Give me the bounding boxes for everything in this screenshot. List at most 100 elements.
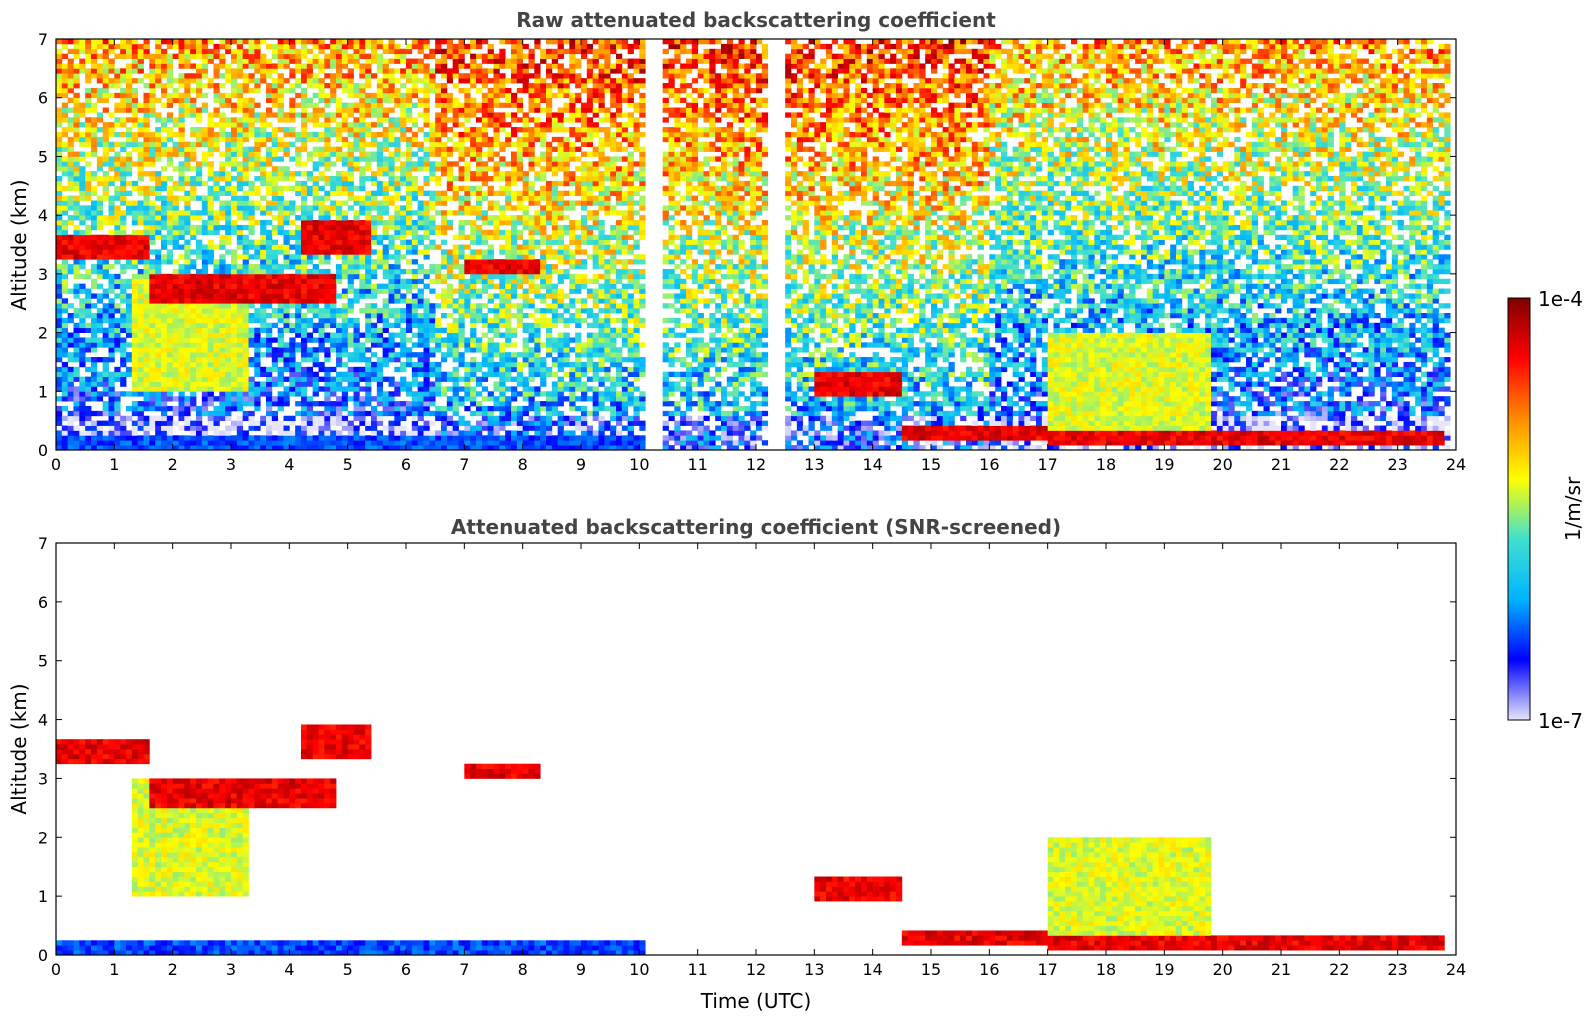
heatmap-cell [318, 43, 325, 50]
heatmap-cell [91, 127, 98, 133]
heatmap-cell [435, 347, 442, 353]
heatmap-cell [388, 391, 395, 397]
heatmap-cell [178, 73, 185, 79]
heatmap-cell [423, 425, 430, 431]
heatmap-cell [79, 190, 86, 196]
heatmap-cell [91, 268, 98, 275]
heatmap-cell [91, 239, 98, 245]
heatmap-cell [126, 293, 133, 299]
heatmap-cell [371, 313, 378, 319]
heatmap-cell [248, 215, 255, 221]
heatmap-cell [470, 342, 477, 348]
heatmap-cell [365, 317, 372, 324]
heatmap-cell [271, 366, 279, 373]
heatmap-cell [312, 357, 319, 363]
heatmap-cell [260, 205, 267, 211]
heatmap-cell [493, 220, 500, 226]
heatmap-cell [452, 264, 459, 270]
heatmap-cell [242, 200, 249, 206]
heatmap-cell [266, 131, 273, 138]
heatmap-cell [213, 298, 220, 304]
heatmap-cell [108, 200, 115, 206]
heatmap-cell [324, 122, 331, 128]
heatmap-cell [207, 366, 214, 373]
heatmap-cell [219, 298, 226, 304]
heatmap-cell [406, 200, 413, 206]
heatmap-cell [452, 376, 459, 382]
heatmap-cell [114, 293, 121, 299]
heatmap-cell [242, 268, 249, 275]
heatmap-cell [359, 131, 366, 138]
heatmap-cell [382, 195, 389, 201]
heatmap-cell [277, 396, 284, 402]
heatmap-cell [429, 220, 436, 226]
heatmap-cell [481, 122, 489, 128]
heatmap-cell [382, 205, 389, 211]
heatmap-cell [371, 322, 378, 329]
heatmap-cell [161, 322, 168, 329]
heatmap-cell [161, 445, 168, 450]
heatmap-cell [388, 200, 395, 206]
heatmap-cell [102, 430, 109, 436]
heatmap-cell [172, 234, 179, 240]
heatmap-cell [429, 53, 436, 59]
heatmap-cell [341, 313, 349, 319]
heatmap-cell [85, 190, 92, 196]
heatmap-cell [359, 249, 366, 255]
heatmap-cell [452, 176, 459, 182]
heatmap-cell [201, 39, 209, 45]
heatmap-cell [166, 200, 174, 206]
heatmap-cell [446, 332, 454, 338]
heatmap-cell [73, 215, 80, 221]
heatmap-cell [306, 97, 314, 103]
heatmap-cell [166, 337, 174, 343]
heatmap-cell [149, 337, 156, 343]
heatmap-cell [143, 131, 150, 138]
heatmap-cell [330, 205, 337, 211]
heatmap-cell [388, 83, 395, 89]
heatmap-cell [236, 298, 244, 304]
heatmap-cell [312, 425, 319, 431]
heatmap-cell [178, 342, 185, 348]
heatmap-cell [190, 39, 197, 45]
heatmap-cell [61, 210, 69, 216]
heatmap-cell [266, 264, 273, 270]
heatmap-cell [91, 293, 98, 299]
heatmap-cell [324, 376, 331, 382]
heatmap-cell [324, 141, 331, 148]
heatmap-cell [452, 317, 459, 324]
heatmap-cell [131, 239, 139, 245]
heatmap-cell [131, 68, 139, 74]
heatmap-cell [155, 180, 162, 187]
heatmap-cell [493, 425, 500, 431]
heatmap-cell [213, 313, 220, 319]
heatmap-cell [178, 171, 185, 177]
heatmap-cell [324, 283, 331, 289]
heatmap-cell [324, 220, 331, 226]
heatmap-cell [435, 293, 442, 299]
heatmap-cell [137, 303, 144, 309]
heatmap-cell [143, 420, 150, 426]
heatmap-cell [67, 317, 74, 324]
heatmap-cell [172, 381, 179, 387]
heatmap-cell [394, 352, 401, 358]
heatmap-cell [277, 430, 284, 436]
heatmap-cell [411, 445, 419, 450]
heatmap-cell [301, 259, 308, 265]
heatmap-cell [56, 357, 63, 363]
heatmap-cell [61, 141, 69, 148]
heatmap-cell [61, 127, 69, 133]
heatmap-cell [446, 376, 454, 382]
heatmap-cell [423, 298, 430, 304]
heatmap-cell [371, 435, 378, 441]
heatmap-cell [178, 78, 185, 84]
heatmap-cell [225, 317, 232, 324]
heatmap-cell [429, 264, 436, 270]
heatmap-cell [406, 171, 413, 177]
heatmap-cell [464, 107, 471, 113]
heatmap-cell [184, 48, 191, 55]
heatmap-cell [73, 371, 80, 377]
heatmap-cell [56, 366, 63, 373]
heatmap-cell [242, 205, 249, 211]
heatmap-cell [441, 298, 448, 304]
